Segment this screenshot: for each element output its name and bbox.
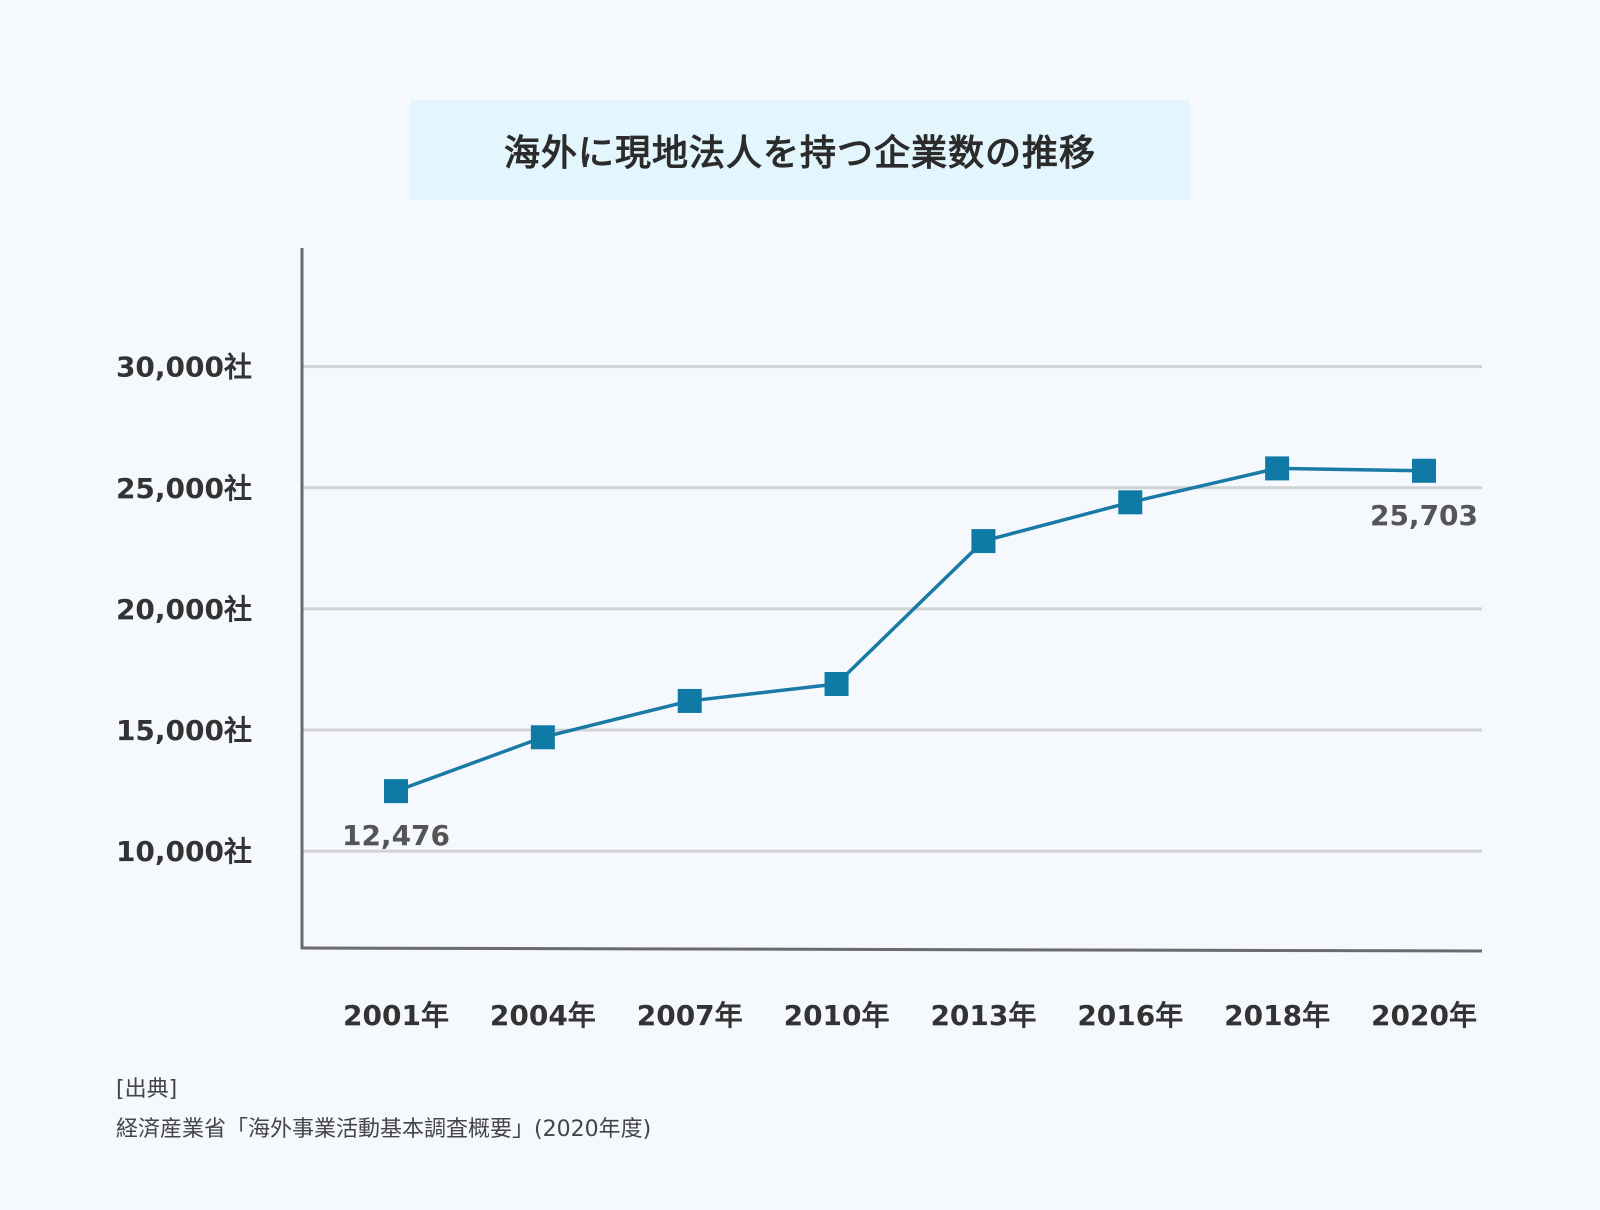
data-point-marker: [677, 688, 702, 713]
data-point-marker: [1265, 456, 1290, 481]
chart-title: 海外に現地法人を持つ企業数の推移: [503, 133, 1096, 174]
source-citation: 経済産業省「海外事業活動基本調査概要」(2020年度): [116, 1117, 652, 1142]
series-markers: [384, 456, 1436, 804]
y-tick-label: 10,000社: [116, 835, 252, 868]
data-point-marker: [824, 671, 849, 696]
grid-lines: [302, 365, 1482, 853]
data-label: 25,703: [1370, 499, 1478, 532]
y-tick-label: 20,000社: [116, 593, 252, 626]
data-point-marker: [530, 725, 555, 750]
y-tick-label: 30,000社: [116, 351, 252, 384]
y-tick-label: 25,000社: [116, 472, 252, 505]
chart-title-box: 海外に現地法人を持つ企業数の推移: [410, 100, 1190, 200]
x-tick-label: 2001年: [343, 999, 449, 1032]
y-tick-labels: 10,000社 15,000社 20,000社 25,000社 30,000社: [116, 351, 252, 868]
series-line-path: [395, 466, 1425, 793]
x-tick-labels: 2001年 2004年 2007年 2010年 2013年 2016年 2018年 2020年: [343, 999, 1477, 1032]
x-tick-label: 2010年: [784, 999, 890, 1032]
data-label: 12,476: [342, 819, 450, 852]
source-heading: [出典]: [116, 1077, 178, 1102]
data-point-marker: [384, 779, 408, 804]
data-point-marker: [1118, 490, 1143, 515]
y-tick-label: 15,000社: [116, 714, 252, 747]
x-tick-label: 2020年: [1371, 999, 1477, 1032]
series-line: [395, 466, 1425, 793]
x-tick-label: 2016年: [1077, 999, 1183, 1032]
x-tick-label: 2018年: [1224, 999, 1330, 1032]
data-labels: 12,476 25,703: [342, 499, 1478, 852]
data-point-marker: [1412, 458, 1436, 483]
x-axis: [300, 946, 1483, 953]
data-point-marker: [971, 529, 996, 554]
x-tick-label: 2007年: [637, 999, 743, 1032]
axes: [300, 248, 1483, 953]
source-note: [出典] 経済産業省「海外事業活動基本調査概要」(2020年度): [116, 1070, 651, 1150]
x-tick-label: 2004年: [490, 999, 596, 1032]
x-tick-label: 2013年: [930, 999, 1036, 1032]
